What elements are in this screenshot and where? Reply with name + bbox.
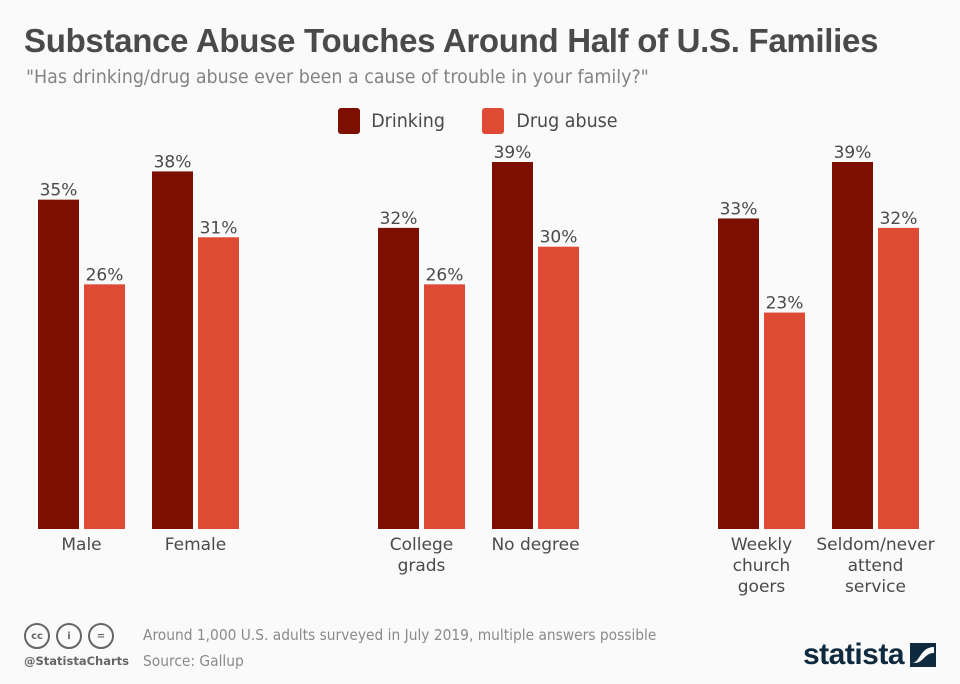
statista-logo[interactable]: statista [803,638,937,672]
category-label: grads [398,556,446,576]
chart-title: Substance Abuse Touches Around Half of U… [24,22,879,59]
cc-icon: cc [24,623,50,649]
category-label: goers [738,577,786,597]
bar-drug-abuse [198,237,239,530]
legend-item-drug-abuse[interactable]: Drug abuse [482,108,622,134]
data-label-drug-abuse: 26% [426,265,464,285]
bar-drinking [492,162,533,529]
category-label: Male [61,535,101,555]
data-label-drug-abuse: 31% [200,218,238,238]
legend-item-drinking[interactable]: Drinking [337,108,448,134]
data-label-drinking: 39% [494,143,532,163]
data-label-drug-abuse: 23% [766,294,804,314]
bar-drinking [38,199,79,529]
bar-drug-abuse [878,227,919,529]
category-label: Weekly [731,535,792,555]
legend-swatch-drinking [337,108,360,134]
bar-drinking [832,162,873,529]
legend: Drinking Drug abuse [0,108,960,134]
footer-source[interactable]: Source: Gallup [143,652,244,670]
chart-subtitle: "Has drinking/drug abuse ever been a cau… [26,66,649,88]
data-label-drug-abuse: 30% [540,228,578,248]
attribution-icon: i [56,623,82,649]
category-label: College [390,535,453,555]
category-label: attend [848,556,904,576]
bar-drug-abuse [538,246,579,529]
data-label-drinking: 35% [40,181,78,201]
legend-label-drug-abuse: Drug abuse [516,110,618,132]
data-label-drinking: 38% [154,152,192,172]
legend-swatch-drug-abuse [482,108,505,134]
bar-drug-abuse [424,284,465,529]
bar-drinking [152,171,193,530]
data-label-drinking: 32% [380,209,418,229]
category-label: Seldom/never [816,535,934,555]
legend-label-drinking: Drinking [371,110,445,132]
bar-drug-abuse [84,284,125,529]
data-label-drug-abuse: 26% [86,265,124,285]
category-label: Female [165,535,226,555]
statista-logo-icon [910,643,937,667]
footer-note: Around 1,000 U.S. adults surveyed in Jul… [143,626,657,644]
data-label-drinking: 39% [834,143,872,163]
data-label-drug-abuse: 32% [880,209,918,229]
no-derivatives-icon: = [88,623,114,649]
category-label: No degree [491,535,579,555]
category-label: church [733,556,791,576]
data-label-drinking: 33% [720,199,758,219]
logo-text: statista [803,638,905,671]
bar-drinking [718,218,759,529]
category-label: service [845,577,906,597]
bar-drinking [378,227,419,529]
statista-handle[interactable]: @StatistaCharts [24,654,129,668]
bar-drug-abuse [764,312,805,529]
license-icons: cc i = [24,623,114,649]
